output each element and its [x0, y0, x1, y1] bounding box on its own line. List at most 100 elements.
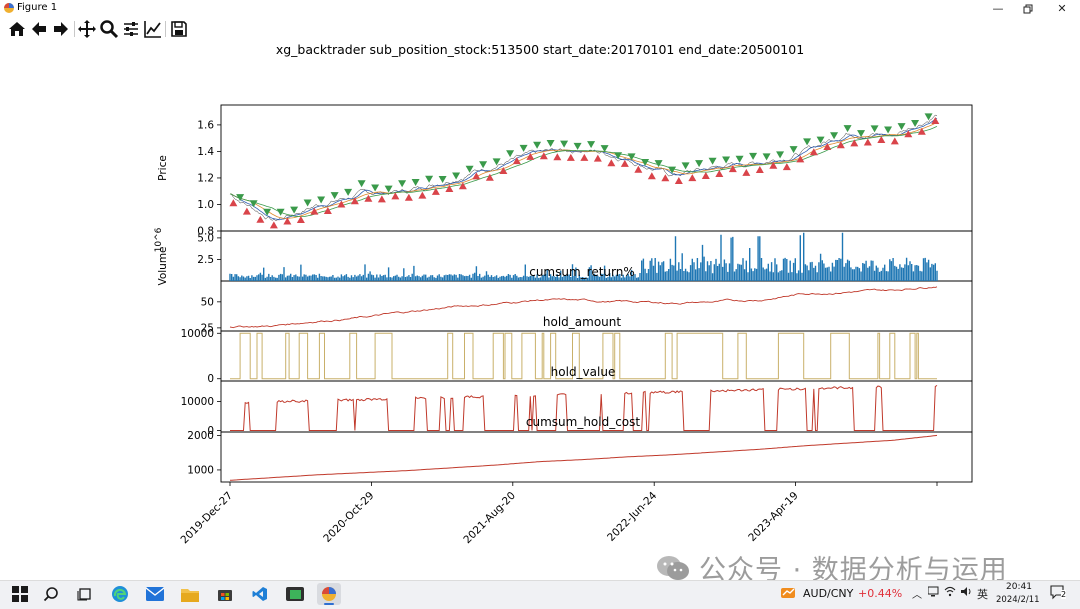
y-tick-label: 0: [207, 373, 214, 385]
sell-marker: [492, 158, 501, 166]
fx-pair-label[interactable]: AUD/CNY: [803, 587, 854, 600]
buy-marker: [647, 172, 656, 180]
sell-marker: [249, 200, 258, 208]
hold-value-title: hold_value: [551, 365, 616, 379]
close-button[interactable]: ✕: [1044, 0, 1080, 17]
start-button[interactable]: [8, 583, 32, 605]
edge-icon: [112, 586, 128, 602]
sell-marker: [438, 176, 447, 184]
sell-marker: [330, 192, 339, 200]
mail-icon: [146, 587, 164, 601]
ime-indicator[interactable]: 英: [977, 588, 988, 601]
buy-marker: [836, 141, 845, 149]
sell-marker: [681, 162, 690, 170]
mail-taskbar-button[interactable]: [143, 583, 167, 605]
buy-marker: [580, 153, 589, 161]
y-tick-label: 1.4: [197, 146, 214, 158]
edge-taskbar-button[interactable]: [108, 583, 132, 605]
edit-axes-button[interactable]: [143, 19, 163, 39]
zoom-button[interactable]: [99, 19, 119, 39]
search-icon: [43, 587, 58, 602]
window-titlebar: [0, 0, 1080, 17]
buy-marker: [769, 161, 778, 169]
buy-marker: [755, 166, 764, 174]
home-button[interactable]: [7, 19, 27, 39]
close-icon: ✕: [1057, 2, 1067, 15]
buy-marker: [310, 207, 319, 215]
file-explorer-taskbar-button[interactable]: [178, 583, 202, 605]
sell-marker: [830, 132, 839, 140]
tray-chevron-icon[interactable]: ︿: [912, 590, 922, 601]
forward-arrow-icon: [54, 22, 68, 36]
axes-edit-icon: [144, 21, 161, 38]
sell-marker: [533, 141, 542, 149]
buy-marker: [431, 187, 440, 195]
network-icon[interactable]: [927, 586, 940, 600]
figure-title: xg_backtrader sub_position_stock:513500 …: [275, 42, 805, 57]
notification-button[interactable]: 2: [1050, 585, 1068, 601]
x-tick-label: 2020-Oct-29: [321, 490, 376, 545]
save-button[interactable]: [169, 19, 189, 39]
clock-time[interactable]: 20:41: [1006, 582, 1032, 592]
sell-marker: [627, 153, 636, 161]
taskbar-search-button[interactable]: [39, 583, 63, 605]
sell-marker: [344, 188, 353, 196]
fx-widget-icon[interactable]: [780, 585, 796, 601]
sell-marker: [384, 185, 393, 193]
sell-marker: [573, 142, 582, 150]
terminal-taskbar-button[interactable]: [283, 583, 307, 605]
restore-icon: [1023, 4, 1033, 13]
y-tick-label: 2.5: [197, 254, 214, 266]
buy-marker: [445, 185, 454, 193]
fx-change-label[interactable]: +0.44%: [858, 587, 903, 600]
sell-marker: [870, 125, 879, 133]
buy-marker: [809, 148, 818, 156]
volume-icon[interactable]: [960, 586, 973, 600]
maximize-button[interactable]: [1010, 0, 1046, 17]
forward-button[interactable]: [51, 19, 71, 39]
home-icon: [9, 22, 25, 36]
vscode-icon: [252, 587, 267, 601]
back-button[interactable]: [29, 19, 49, 39]
pan-icon: [78, 20, 96, 38]
clock-date[interactable]: 2024/2/11: [996, 595, 1040, 605]
sell-marker: [411, 179, 420, 187]
buy-marker: [229, 199, 238, 207]
buy-marker: [526, 152, 535, 160]
volume-bars: [229, 232, 938, 281]
buy-marker: [877, 135, 886, 143]
sell-marker: [303, 199, 312, 207]
buy-marker: [256, 215, 265, 223]
cumsum-hold-cost-title: cumsum_hold_cost: [526, 415, 641, 429]
moving-average-line: [229, 121, 938, 219]
sell-marker: [641, 159, 650, 167]
minimize-button[interactable]: —: [980, 0, 1016, 17]
sell-marker: [857, 130, 866, 138]
volume-axis-label: Volume: [157, 246, 169, 285]
axes-frame-1: [220, 104, 973, 232]
zoom-icon: [100, 20, 119, 39]
toolbar-separator: [74, 21, 75, 37]
minimize-icon: —: [992, 2, 1004, 15]
figure-taskbar-button[interactable]: [317, 583, 341, 605]
cumsum-return-line: [229, 286, 938, 329]
buy-marker: [620, 159, 629, 167]
sell-marker: [816, 136, 825, 144]
buy-marker: [715, 169, 724, 177]
sell-marker: [290, 206, 299, 214]
task-view-button[interactable]: [73, 583, 97, 605]
wifi-icon[interactable]: [944, 586, 956, 600]
buy-marker: [566, 153, 575, 161]
figure-canvas[interactable]: 1.61.41.21.00.85.02.55025100000100000200…: [0, 0, 1080, 580]
vscode-taskbar-button[interactable]: [248, 583, 272, 605]
subplots-button[interactable]: [121, 19, 141, 39]
pan-button[interactable]: [77, 19, 97, 39]
buy-marker: [350, 197, 359, 205]
store-taskbar-button[interactable]: [213, 583, 237, 605]
y-tick-label: 5.0: [197, 232, 214, 244]
buy-marker: [688, 174, 697, 182]
buy-marker: [472, 172, 481, 180]
windows-start-icon: [12, 586, 28, 602]
buy-marker: [593, 154, 602, 162]
sell-marker: [735, 155, 744, 163]
